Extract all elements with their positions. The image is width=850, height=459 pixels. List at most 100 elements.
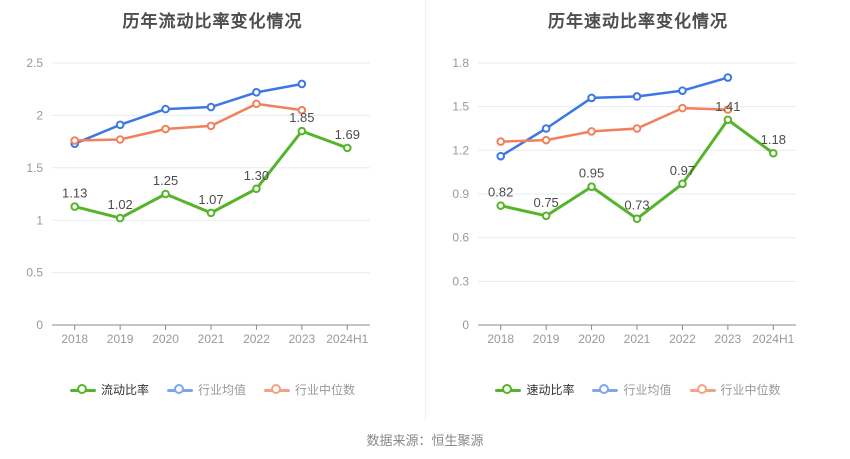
legend-item-label: 行业中位数 (295, 383, 356, 397)
series-0-line (496, 115, 778, 224)
data-point-marker (587, 127, 596, 136)
svg-text:2022: 2022 (243, 332, 270, 346)
svg-text:1.02: 1.02 (107, 197, 132, 212)
svg-text:2021: 2021 (198, 332, 225, 346)
legend-item-2[interactable]: 行业中位数 (264, 383, 355, 397)
legend-line-marker-icon (264, 383, 290, 397)
chart-legend: 速动比率 行业均值 行业中位数 (426, 381, 850, 399)
data-point-marker (252, 99, 261, 109)
legend-item-0[interactable]: 速动比率 (495, 383, 574, 397)
svg-text:2019: 2019 (107, 332, 134, 346)
data-point-marker (115, 120, 125, 130)
data-point-marker (541, 124, 551, 133)
series-1-line (496, 73, 733, 161)
svg-text:0.9: 0.9 (452, 187, 469, 201)
data-point-marker (723, 115, 733, 125)
svg-text:1.8: 1.8 (452, 56, 469, 70)
svg-text:0.95: 0.95 (579, 166, 604, 181)
current-ratio-chart-panel: 0 0.5 1 1.5 2 2.5 2018 2019 2020 2021 2022 2023 2024… (0, 0, 425, 420)
data-point-marker (297, 79, 307, 89)
svg-text:2.5: 2.5 (26, 56, 43, 70)
svg-text:1.13: 1.13 (62, 186, 87, 201)
svg-text:2018: 2018 (61, 332, 88, 346)
chart-title: 历年速动比率变化情况 (548, 12, 728, 31)
data-point-marker (496, 137, 506, 146)
x-axis: 2018 2019 2020 2021 2022 2023 2024H1 (52, 324, 370, 346)
data-point-marker (161, 189, 170, 199)
svg-text:2022: 2022 (669, 332, 696, 346)
svg-text:2024H1: 2024H1 (752, 332, 794, 346)
data-point-marker (161, 124, 170, 134)
svg-text:1.41: 1.41 (715, 99, 740, 114)
legend-line-marker-icon (69, 383, 96, 397)
data-point-marker (297, 126, 307, 136)
svg-text:1.25: 1.25 (153, 173, 178, 188)
series-2-line (70, 99, 307, 145)
current-ratio-chart-plot: 0 0.5 1 1.5 2 2.5 2018 2019 2020 2021 2022 2023 2024… (26, 56, 370, 346)
svg-text:2: 2 (36, 108, 43, 122)
legend-line-marker-icon (592, 383, 619, 397)
svg-text:2023: 2023 (289, 332, 316, 346)
svg-text:2019: 2019 (533, 332, 560, 346)
data-point-marker (206, 121, 216, 131)
data-point-marker (161, 104, 170, 114)
data-point-marker (206, 102, 216, 112)
svg-text:2020: 2020 (578, 332, 605, 346)
quick-ratio-chart-panel: 0 0.3 0.6 0.9 1.2 1.5 1.8 2018 2019 2020 2021 2022 2… (425, 0, 850, 420)
data-point-marker (206, 208, 216, 218)
svg-text:0.3: 0.3 (452, 274, 469, 288)
legend-item-1[interactable]: 行业均值 (166, 383, 246, 397)
svg-text:0.73: 0.73 (624, 198, 649, 213)
svg-text:1: 1 (36, 213, 43, 227)
svg-text:1.69: 1.69 (335, 127, 360, 142)
svg-text:0.97: 0.97 (670, 163, 695, 178)
svg-text:2024H1: 2024H1 (326, 332, 368, 346)
svg-text:1.85: 1.85 (289, 110, 314, 125)
data-point-marker (723, 105, 733, 114)
chart-legend: 流动比率 行业均值 行业中位数 (0, 381, 425, 399)
data-source-caption: 数据来源：恒生聚源 (366, 433, 484, 448)
data-point-marker (632, 214, 642, 224)
data-point-marker (541, 135, 551, 145)
legend-item-0[interactable]: 流动比率 (69, 383, 149, 397)
y-axis-labels: 0 0.5 1 1.5 2 2.5 (26, 56, 43, 332)
data-point-marker (632, 92, 642, 101)
svg-text:0.75: 0.75 (533, 195, 558, 210)
data-point-marker (342, 143, 352, 153)
svg-text:2021: 2021 (624, 332, 651, 346)
legend-item-label: 行业均值 (197, 383, 246, 397)
data-point-marker (70, 136, 80, 145)
data-point-marker (115, 135, 125, 144)
legend-item-1[interactable]: 行业均值 (592, 383, 672, 397)
svg-text:1.07: 1.07 (198, 192, 223, 207)
data-point-marker (496, 201, 506, 210)
data-point-marker (632, 124, 642, 133)
svg-text:0.6: 0.6 (452, 231, 469, 245)
svg-text:0.82: 0.82 (488, 185, 513, 200)
svg-text:1.30: 1.30 (244, 168, 269, 183)
legend-item-label: 速动比率 (526, 383, 575, 397)
legend-item-2[interactable]: 行业中位数 (689, 383, 781, 397)
svg-text:0: 0 (462, 318, 469, 332)
svg-text:0: 0 (36, 318, 43, 332)
data-point-marker (678, 103, 687, 113)
data-point-marker (496, 151, 506, 161)
svg-text:1.5: 1.5 (26, 161, 43, 175)
data-point-marker (678, 179, 687, 189)
data-point-marker (587, 182, 596, 192)
series-1-line (70, 79, 307, 148)
data-point-marker (587, 93, 596, 103)
gridlines (478, 62, 796, 282)
svg-text:1.5: 1.5 (452, 100, 469, 114)
svg-text:0.5: 0.5 (26, 266, 43, 280)
svg-text:2020: 2020 (152, 332, 179, 346)
svg-text:1.2: 1.2 (452, 143, 469, 157)
data-point-marker (70, 202, 80, 211)
legend-item-label: 行业中位数 (720, 383, 781, 397)
data-point-marker (541, 211, 551, 221)
series-0-data-labels: 1.13 1.02 1.25 1.07 1.30 1.85 1.69 (62, 110, 360, 212)
legend-line-marker-icon (495, 383, 522, 397)
data-point-marker (252, 184, 261, 194)
gridlines (52, 62, 370, 274)
